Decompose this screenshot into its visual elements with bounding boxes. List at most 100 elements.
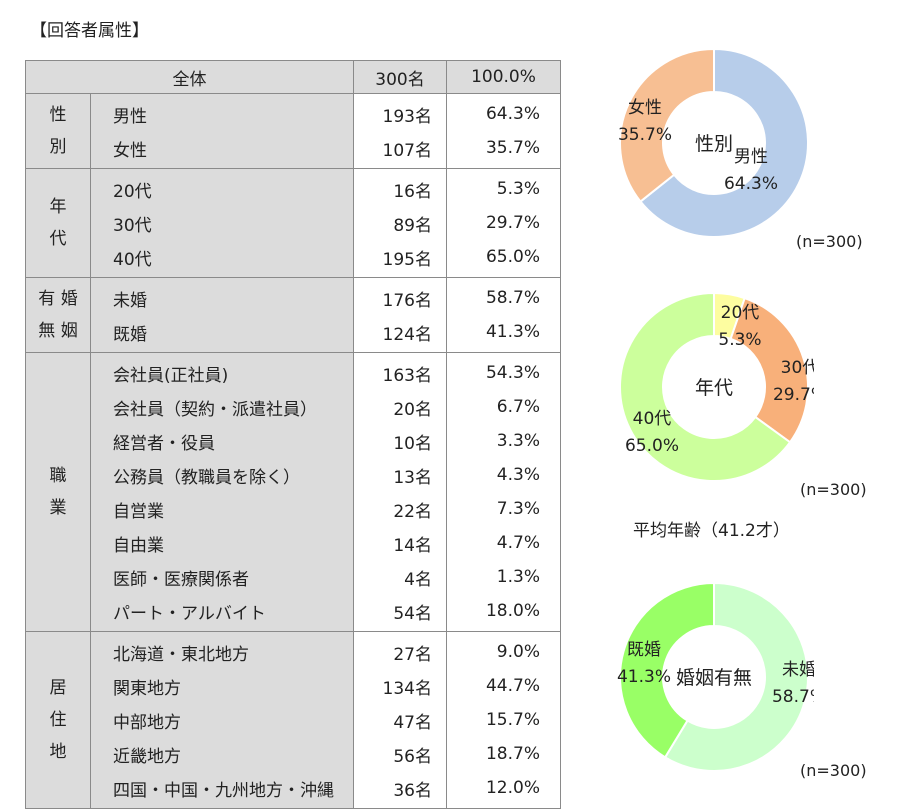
row-pct: 15.7% bbox=[485, 710, 540, 730]
donut-title: 性別 bbox=[695, 133, 733, 155]
row-pct: 12.0% bbox=[485, 778, 540, 798]
row-label: 30代 bbox=[113, 215, 152, 236]
slice-value-label: 5.3% bbox=[718, 330, 761, 350]
slice-value-label: 29.7% bbox=[773, 385, 814, 405]
slice-label: 20代 bbox=[721, 303, 760, 323]
donut-title: 年代 bbox=[695, 377, 733, 399]
row-label: 経営者・役員 bbox=[113, 433, 215, 454]
row-count: 176名 bbox=[382, 290, 432, 311]
row-pct: 35.7% bbox=[485, 138, 540, 158]
group-label-cell: 北海道・東北地方 関東地方 中部地方 近畿地方 四国・中国・九州地方・沖縄 bbox=[90, 631, 354, 809]
donut-slice bbox=[619, 291, 792, 482]
respondent-table: 全体 300名 100.0% 性 別男性 女性 193名 107名 64.3% 35.7%… bbox=[25, 60, 561, 809]
row-pct: 1.3% bbox=[496, 567, 540, 587]
row-pct: 41.3% bbox=[485, 322, 540, 342]
group-pct-cell: 54.3% 6.7% 3.3% 4.3% 7.3% 4.7% 1.3% 18.0% bbox=[446, 352, 561, 632]
row-count: 134名 bbox=[382, 678, 432, 699]
donut-slice bbox=[663, 581, 809, 772]
slice-label: 女性 bbox=[628, 98, 662, 118]
group-label: 有 婚 無 姻 bbox=[25, 277, 91, 353]
row-count: 107名 bbox=[382, 140, 432, 161]
row-count: 4名 bbox=[404, 569, 432, 590]
row-label: 近畿地方 bbox=[113, 746, 181, 767]
average-age: 平均年齢（41.2才） bbox=[633, 521, 790, 541]
group-label-cell: 未婚 既婚 bbox=[90, 277, 354, 353]
row-pct: 5.3% bbox=[496, 179, 540, 199]
row-label: 関東地方 bbox=[113, 678, 181, 699]
total-count: 300名 bbox=[353, 60, 447, 94]
group-label-cell: 20代 30代 40代 bbox=[90, 168, 354, 278]
total-row: 全体 300名 100.0% bbox=[25, 60, 561, 94]
donut-slice bbox=[619, 47, 715, 203]
slice-value-label: 64.3% bbox=[724, 174, 778, 194]
row-count: 47名 bbox=[393, 712, 432, 733]
row-label: 自由業 bbox=[113, 535, 164, 556]
row-pct: 6.7% bbox=[496, 397, 540, 417]
row-count: 163名 bbox=[382, 365, 432, 386]
group-pct-cell: 9.0% 44.7% 15.7% 18.7% 12.0% bbox=[446, 631, 561, 809]
donut-title: 婚姻有無 bbox=[676, 667, 752, 689]
slice-label: 男性 bbox=[734, 147, 768, 167]
group-row: 居 住 地北海道・東北地方 関東地方 中部地方 近畿地方 四国・中国・九州地方・沖縄 27… bbox=[25, 631, 561, 809]
group-label: 年 代 bbox=[25, 168, 91, 278]
row-label: 自営業 bbox=[113, 501, 164, 522]
row-count: 195名 bbox=[382, 249, 432, 270]
section-heading: 【回答者属性】 bbox=[30, 21, 149, 41]
donut-slice bbox=[619, 581, 715, 759]
row-count: 14名 bbox=[393, 535, 432, 556]
group-row: 性 別男性 女性 193名 107名 64.3% 35.7% bbox=[25, 93, 561, 169]
row-pct: 29.7% bbox=[485, 213, 540, 233]
row-pct: 65.0% bbox=[485, 247, 540, 267]
row-label: 会社員(正社員) bbox=[113, 365, 229, 386]
slice-value-label: 65.0% bbox=[625, 436, 679, 456]
slice-value-label: 41.3% bbox=[617, 667, 671, 687]
row-pct: 4.7% bbox=[496, 533, 540, 553]
row-label: 20代 bbox=[113, 181, 152, 202]
row-label: 40代 bbox=[113, 249, 152, 270]
row-pct: 3.3% bbox=[496, 431, 540, 451]
row-label: 公務員（教職員を除く） bbox=[113, 467, 300, 488]
group-pct-cell: 5.3% 29.7% 65.0% bbox=[446, 168, 561, 278]
age-donut-chart: 20代 5.3% 30代 29.7% 40代 65.0% 年代 bbox=[619, 291, 814, 482]
slice-label: 40代 bbox=[633, 409, 672, 429]
row-label: 既婚 bbox=[113, 324, 147, 345]
slice-value-label: 35.7% bbox=[618, 125, 672, 145]
row-label: 会社員（契約・派遣社員） bbox=[113, 399, 317, 420]
group-label: 居 住 地 bbox=[25, 631, 91, 809]
row-pct: 58.7% bbox=[485, 288, 540, 308]
row-count: 193名 bbox=[382, 106, 432, 127]
row-count: 89名 bbox=[393, 215, 432, 236]
slice-label: 30代 bbox=[781, 358, 814, 378]
row-count: 124名 bbox=[382, 324, 432, 345]
row-label: パート・アルバイト bbox=[113, 603, 266, 624]
row-count: 56名 bbox=[393, 746, 432, 767]
group-pct-cell: 64.3% 35.7% bbox=[446, 93, 561, 169]
gender-sample-size: (n=300) bbox=[796, 232, 863, 251]
row-pct: 9.0% bbox=[496, 642, 540, 662]
group-count-cell: 163名 20名 10名 13名 22名 14名 4名 54名 bbox=[353, 352, 447, 632]
row-count: 16名 bbox=[393, 181, 432, 202]
row-count: 22名 bbox=[393, 501, 432, 522]
group-count-cell: 27名 134名 47名 56名 36名 bbox=[353, 631, 447, 809]
marital-sample-size: (n=300) bbox=[800, 761, 867, 780]
group-pct-cell: 58.7% 41.3% bbox=[446, 277, 561, 353]
row-count: 36名 bbox=[393, 780, 432, 801]
donut-slice bbox=[729, 296, 809, 444]
group-count-cell: 16名 89名 195名 bbox=[353, 168, 447, 278]
row-pct: 7.3% bbox=[496, 499, 540, 519]
group-count-cell: 193名 107名 bbox=[353, 93, 447, 169]
row-count: 20名 bbox=[393, 399, 432, 420]
row-count: 54名 bbox=[393, 603, 432, 624]
row-count: 10名 bbox=[393, 433, 432, 454]
row-label: 女性 bbox=[113, 140, 147, 161]
row-pct: 54.3% bbox=[485, 363, 540, 383]
group-row: 有 婚 無 姻未婚 既婚 176名 124名 58.7% 41.3% bbox=[25, 277, 561, 353]
row-count: 27名 bbox=[393, 644, 432, 665]
row-count: 13名 bbox=[393, 467, 432, 488]
group-label: 性 別 bbox=[25, 93, 91, 169]
total-pct: 100.0% bbox=[446, 60, 561, 94]
slice-label: 未婚 bbox=[782, 660, 814, 680]
row-pct: 18.7% bbox=[485, 744, 540, 764]
row-label: 北海道・東北地方 bbox=[113, 644, 249, 665]
group-count-cell: 176名 124名 bbox=[353, 277, 447, 353]
